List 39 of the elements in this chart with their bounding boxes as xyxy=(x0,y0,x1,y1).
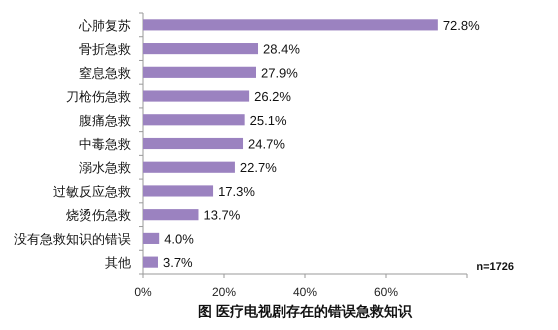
bar xyxy=(143,185,214,197)
bar xyxy=(143,256,158,268)
bar xyxy=(143,138,244,150)
x-tick-label: 60% xyxy=(374,285,398,299)
bar xyxy=(143,43,258,54)
data-label: 27.9% xyxy=(260,65,298,80)
data-label: 17.3% xyxy=(218,184,256,199)
x-tick-label: 0% xyxy=(134,285,152,299)
data-label: 13.7% xyxy=(203,208,241,223)
bar xyxy=(143,66,256,78)
bar xyxy=(143,19,438,30)
y-tick-label: 其他 xyxy=(105,255,131,270)
y-tick-label: 没有急救知识的错误 xyxy=(14,231,131,246)
data-label: 22.7% xyxy=(240,160,278,176)
bar xyxy=(143,114,245,126)
bar xyxy=(143,232,160,244)
x-axis-title: 图 医疗电视剧存在的错误急救知识 xyxy=(198,303,413,319)
y-tick-label: 骨折急救 xyxy=(79,42,131,57)
data-label: 28.4% xyxy=(263,42,300,57)
data-label: 3.7% xyxy=(162,255,194,270)
text: n=1726 xyxy=(476,261,514,273)
y-tick-label: 窒息急救 xyxy=(79,65,131,80)
y-tick-label: 溺水急救 xyxy=(79,160,131,176)
data-label: 26.2% xyxy=(254,89,292,104)
bar xyxy=(143,209,198,220)
data-label: 4.0% xyxy=(164,231,194,246)
x-tick-label: 20% xyxy=(212,285,236,299)
y-tick-label: 中毒急救 xyxy=(79,136,131,152)
y-tick-label: 烧烫伤急救 xyxy=(66,208,131,223)
data-label: 72.8% xyxy=(442,18,480,33)
bar xyxy=(143,162,235,173)
data-label: 24.7% xyxy=(248,136,286,152)
y-tick-label: 心肺复苏 xyxy=(78,18,131,33)
x-tick-label: 40% xyxy=(292,285,318,299)
bar xyxy=(143,90,250,102)
y-tick-label: 腹痛急救 xyxy=(79,112,131,128)
y-tick-label: 刀枪伤急救 xyxy=(66,89,131,104)
y-tick-label: 过敏反应急救 xyxy=(53,184,131,199)
data-label: 25.1% xyxy=(250,112,287,128)
